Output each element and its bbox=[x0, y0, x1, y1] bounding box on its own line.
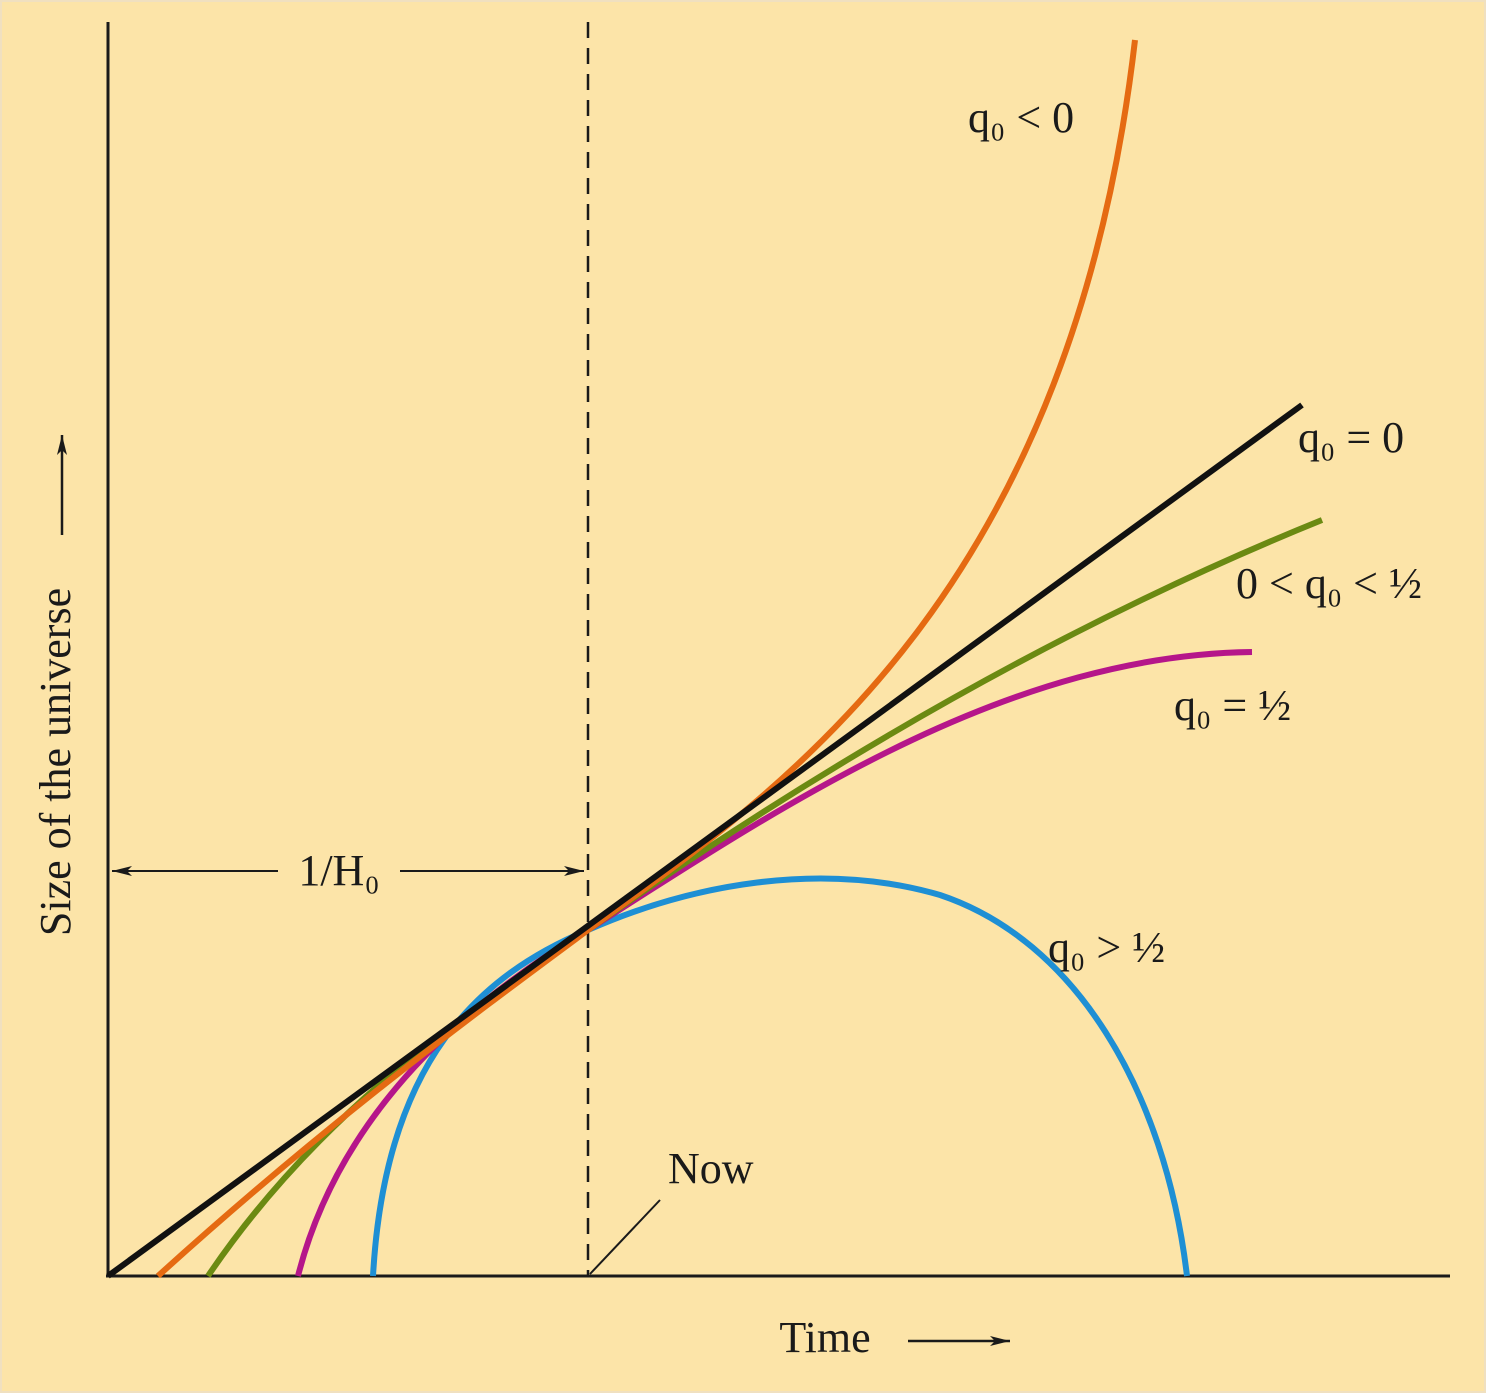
curve-label: q₀ = ½ bbox=[1174, 681, 1291, 730]
curve-accelerating bbox=[155, 39, 1138, 1279]
curve-label: 0 < q₀ < ½ bbox=[1236, 559, 1422, 608]
curve-label: q₀ = 0 bbox=[1298, 413, 1404, 462]
now-label: Now bbox=[668, 1144, 754, 1193]
x-axis-label: Time bbox=[779, 1313, 870, 1362]
curve-label: q₀ < 0 bbox=[968, 93, 1074, 142]
curve-label: q₀ > ½ bbox=[1048, 923, 1165, 972]
now-leader bbox=[589, 1199, 661, 1275]
hubble-time-label: 1/H₀ bbox=[298, 846, 379, 895]
curve-empty bbox=[106, 402, 1304, 1279]
y-axis-label: Size of the universe bbox=[31, 588, 80, 936]
